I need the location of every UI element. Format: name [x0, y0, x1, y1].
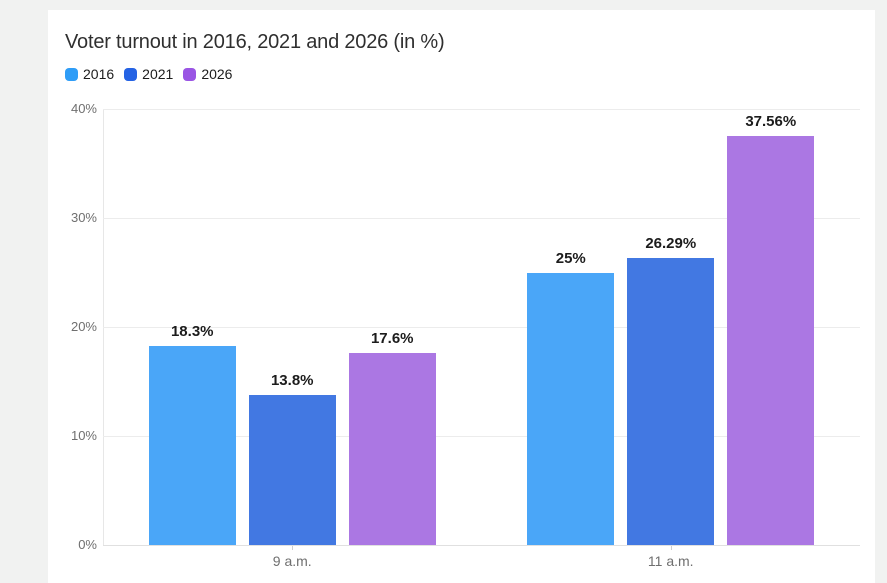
- bar-value-label: 26.29%: [645, 235, 697, 253]
- bar-value-label: 13.8%: [270, 371, 314, 389]
- legend-label: 2026: [201, 66, 233, 82]
- gridline-40%: [103, 109, 860, 110]
- bar-value-label: 37.56%: [745, 112, 797, 130]
- legend-swatch-icon: [124, 67, 138, 81]
- chart-title: Voter turnout in 2016, 2021 and 2026 (in…: [65, 31, 445, 53]
- x-axis-category-label: 9 a.m.: [272, 553, 312, 569]
- bar-11am-2016: [527, 272, 615, 545]
- legend-swatch-icon: [183, 67, 197, 81]
- bar-11am-2021: [627, 258, 715, 545]
- plot-area: 0% 10% 20% 30% 40% 18.3% 13.8% 17.6% 9 a.m. 25% 26…: [71, 101, 860, 569]
- gridline-0%: [103, 545, 860, 546]
- bar-9am-2021: [248, 394, 336, 545]
- legend-label: 2021: [142, 66, 174, 82]
- gridline-20%: [103, 327, 860, 328]
- x-axis-category-label: 11 a.m.: [647, 553, 694, 569]
- legend-item-2021: 2021: [124, 66, 173, 82]
- bar-11am-2026: [727, 135, 815, 545]
- legend-swatch-icon: [65, 67, 78, 81]
- bar-value-label: 18.3%: [170, 322, 214, 340]
- y-axis-tick-label: 20%: [70, 319, 97, 334]
- y-axis-tick-label: 40%: [70, 101, 97, 116]
- legend-item-2016: 2016: [65, 66, 114, 82]
- bar-9am-2016: [148, 345, 236, 545]
- y-axis-tick-label: 30%: [70, 210, 97, 225]
- bar-value-label: 17.6%: [370, 330, 414, 348]
- y-axis-tick-label: 0%: [78, 537, 97, 552]
- bar-value-label: 25%: [555, 249, 586, 267]
- legend-item-2026: 2026: [183, 66, 232, 82]
- legend: 2016 2021 2026: [65, 66, 232, 82]
- chart-card: Voter turnout in 2016, 2021 and 2026 (in…: [48, 10, 875, 583]
- x-axis-tick: [292, 546, 294, 550]
- y-axis-tick-label: 10%: [70, 428, 97, 443]
- bar-9am-2026: [348, 353, 436, 545]
- x-axis-tick: [670, 546, 672, 550]
- gridline-10%: [103, 436, 860, 437]
- gridline-30%: [103, 218, 860, 219]
- legend-label: 2016: [83, 66, 115, 82]
